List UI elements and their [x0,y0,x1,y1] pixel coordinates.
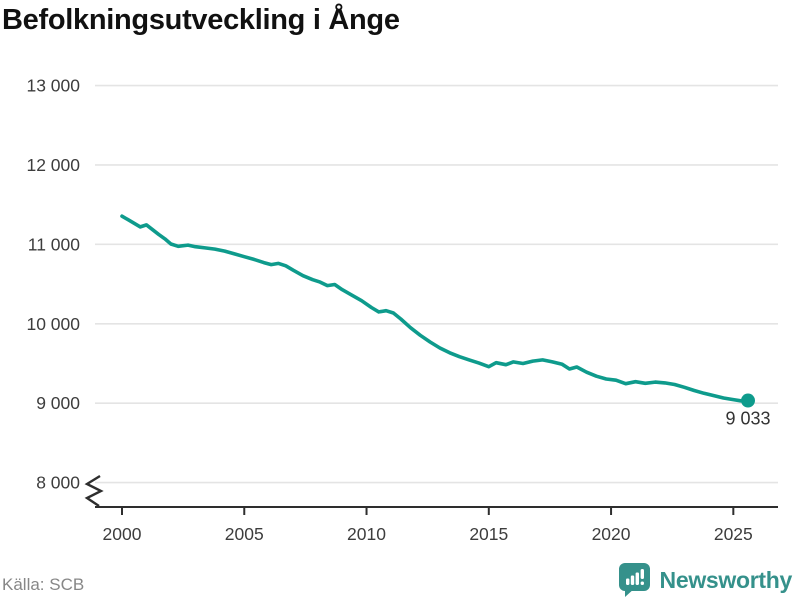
y-tick-label: 10 000 [26,314,80,334]
x-tick-label: 2025 [714,524,753,544]
last-point-label: 9 033 [725,409,770,429]
newsworthy-bubble-icon [618,563,650,597]
x-tick-label: 2020 [592,524,631,544]
y-tick-label: 13 000 [26,76,80,96]
newsworthy-logo[interactable]: Newsworthy [618,561,792,599]
population-line [120,214,750,403]
x-tick-label: 2005 [225,524,264,544]
x-tick-label: 2010 [347,524,386,544]
source-label: Källa: SCB [2,575,85,594]
newsworthy-wordmark: Newsworthy [659,566,793,593]
axis-break-icon [84,474,104,507]
y-tick-label: 12 000 [26,155,80,175]
chart-title: Befolkningsutveckling i Ånge [2,4,400,36]
last-point-marker [740,393,755,408]
y-tick-label: 11 000 [28,234,80,254]
y-tick-label: 8 000 [36,473,80,493]
y-tick-label: 9 000 [36,393,80,413]
x-tick-label: 2000 [103,524,142,544]
x-tick-label: 2015 [469,524,508,544]
